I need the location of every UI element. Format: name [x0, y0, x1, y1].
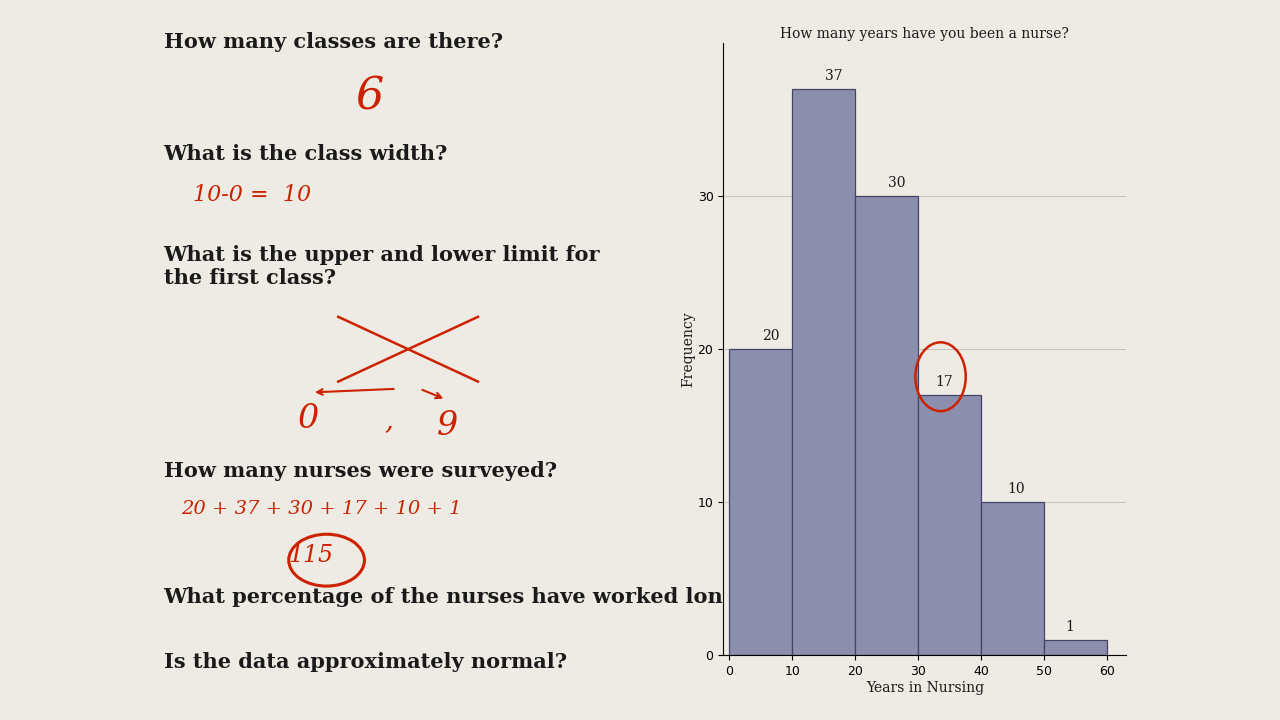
Text: 37: 37 — [824, 69, 842, 83]
Bar — [730, 349, 792, 655]
Text: ,: , — [385, 407, 394, 433]
Text: What is the class width?: What is the class width? — [164, 144, 448, 164]
Bar — [792, 89, 855, 655]
Text: What percentage of the nurses have worked longer than 30 years?: What percentage of the nurses have worke… — [164, 587, 941, 607]
Text: 20 + 37 + 30 + 17 + 10 + 1: 20 + 37 + 30 + 17 + 10 + 1 — [180, 500, 462, 518]
Text: 6: 6 — [356, 76, 384, 119]
Text: 30: 30 — [888, 176, 905, 190]
Text: 17: 17 — [934, 375, 952, 389]
Text: How many classes are there?: How many classes are there? — [164, 32, 503, 53]
Text: 115: 115 — [289, 544, 334, 567]
Text: 10: 10 — [1007, 482, 1025, 496]
Text: 10-0 =  10: 10-0 = 10 — [193, 184, 311, 206]
Title: How many years have you been a nurse?: How many years have you been a nurse? — [781, 27, 1069, 40]
Text: 9: 9 — [438, 410, 458, 442]
X-axis label: Years in Nursing: Years in Nursing — [865, 680, 984, 695]
Text: Is the data approximately normal?: Is the data approximately normal? — [164, 652, 567, 672]
Text: 0: 0 — [297, 403, 319, 435]
Bar — [855, 197, 919, 655]
Text: 20: 20 — [762, 329, 780, 343]
Bar — [1044, 640, 1107, 655]
Bar — [919, 395, 982, 655]
Text: What is the upper and lower limit for
the first class?: What is the upper and lower limit for th… — [164, 245, 600, 288]
Text: 1: 1 — [1065, 620, 1074, 634]
Y-axis label: Frequency: Frequency — [681, 311, 695, 387]
Bar — [982, 503, 1044, 655]
Text: How many nurses were surveyed?: How many nurses were surveyed? — [164, 461, 557, 481]
